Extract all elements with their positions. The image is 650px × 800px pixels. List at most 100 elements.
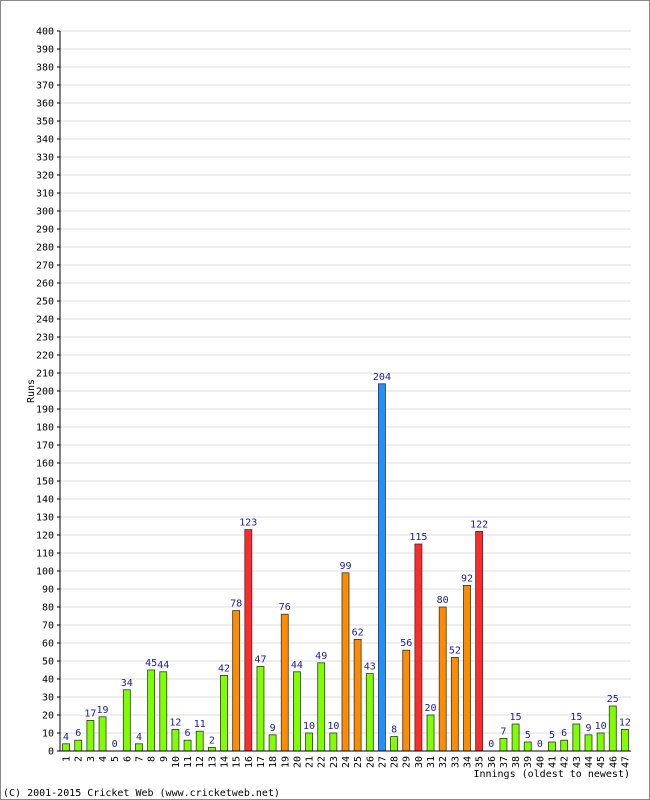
x-tick-label: 11 <box>183 756 194 768</box>
y-tick-label: 280 <box>36 243 54 254</box>
x-tick-label: 2 <box>74 756 85 762</box>
bar <box>280 613 289 752</box>
data-label: 12 <box>169 717 181 728</box>
x-tick-label: 34 <box>462 756 473 768</box>
x-tick-label: 23 <box>329 756 340 768</box>
data-label: 9 <box>585 723 591 734</box>
data-label: 0 <box>537 739 543 750</box>
x-tick-label: 41 <box>548 756 559 768</box>
data-label: 17 <box>84 708 96 719</box>
bar <box>256 666 265 752</box>
data-label: 7 <box>500 726 506 737</box>
y-tick-label: 90 <box>42 585 54 596</box>
x-tick-label: 5 <box>110 756 121 762</box>
bar <box>402 649 411 752</box>
bar <box>220 675 228 752</box>
data-label: 204 <box>373 372 391 383</box>
x-tick-label: 44 <box>584 756 595 768</box>
gridlines <box>60 30 631 734</box>
bars <box>62 383 629 752</box>
data-label: 5 <box>549 730 555 741</box>
data-label: 2 <box>209 735 215 746</box>
bar <box>159 671 168 752</box>
x-tick-label: 39 <box>523 756 534 768</box>
y-tick-label: 400 <box>36 27 54 38</box>
bar <box>329 732 338 752</box>
data-label: 115 <box>409 532 427 543</box>
bar <box>195 730 204 752</box>
data-label: 47 <box>254 654 266 665</box>
data-label: 5 <box>525 730 531 741</box>
y-tick-label: 170 <box>36 441 54 452</box>
bar <box>511 723 520 752</box>
data-label: 25 <box>607 694 619 705</box>
y-tick-label: 50 <box>42 657 54 668</box>
data-label: 12 <box>619 717 631 728</box>
bar <box>98 716 107 752</box>
bar <box>293 671 301 752</box>
y-tick-label: 330 <box>36 153 54 164</box>
x-tick-label: 6 <box>122 756 133 762</box>
x-tick-label: 40 <box>535 756 546 768</box>
x-tick-label: 12 <box>195 756 206 768</box>
x-tick-label: 33 <box>450 756 461 768</box>
data-label: 56 <box>400 638 412 649</box>
x-tick-label: 46 <box>608 756 619 768</box>
bar <box>183 739 192 752</box>
data-label: 122 <box>470 519 488 530</box>
bar <box>608 705 617 752</box>
x-tick-label: 28 <box>390 756 401 768</box>
data-label: 10 <box>595 721 607 732</box>
bar <box>390 736 398 752</box>
x-tick-label: 22 <box>317 756 328 768</box>
y-axis-label: Runs <box>26 379 37 403</box>
y-tick-label: 250 <box>36 297 54 308</box>
y-tick-label: 260 <box>36 279 54 290</box>
data-label: 10 <box>327 721 339 732</box>
bar <box>548 741 556 752</box>
y-tick-label: 210 <box>36 369 54 380</box>
bar <box>122 689 131 752</box>
x-tick-label: 38 <box>511 756 522 768</box>
x-tick-label: 10 <box>171 756 182 768</box>
data-label: 6 <box>75 728 81 739</box>
x-tick-label: 42 <box>560 756 571 768</box>
x-axis-label: Innings (oldest to newest) <box>473 769 630 780</box>
x-tick-label: 35 <box>475 756 486 768</box>
data-label: 4 <box>63 732 69 743</box>
x-tick-label: 19 <box>280 756 291 768</box>
data-label: 80 <box>437 595 449 606</box>
y-tick-label: 340 <box>36 135 54 146</box>
data-label: 123 <box>239 518 257 529</box>
data-label: 62 <box>352 627 364 638</box>
x-tick-label: 8 <box>147 756 158 762</box>
x-tick-label: 16 <box>244 756 255 768</box>
y-tick-label: 370 <box>36 81 54 92</box>
bar <box>572 723 581 752</box>
data-label: 20 <box>425 703 437 714</box>
y-tick-label: 60 <box>42 639 54 650</box>
bar <box>147 669 156 752</box>
x-tick-label: 15 <box>232 756 243 768</box>
x-tick-label: 18 <box>268 756 279 768</box>
bar <box>268 734 277 752</box>
data-label: 45 <box>145 658 157 669</box>
bar <box>207 747 216 752</box>
data-label: 19 <box>96 705 108 716</box>
data-label: 92 <box>461 573 473 584</box>
bar <box>523 741 532 752</box>
data-label: 99 <box>339 561 351 572</box>
x-tick-label: 20 <box>292 756 303 768</box>
y-tick-label: 230 <box>36 333 54 344</box>
bar <box>353 639 362 752</box>
y-tick-label: 10 <box>42 729 54 740</box>
bar <box>560 739 569 752</box>
y-tick-label: 380 <box>36 63 54 74</box>
x-tick-label: 36 <box>487 756 498 768</box>
y-tick-label: 180 <box>36 423 54 434</box>
x-tick-label: 14 <box>220 756 231 768</box>
data-label: 0 <box>112 739 118 750</box>
x-tick-label: 21 <box>305 756 316 768</box>
y-tick-label: 150 <box>36 477 54 488</box>
